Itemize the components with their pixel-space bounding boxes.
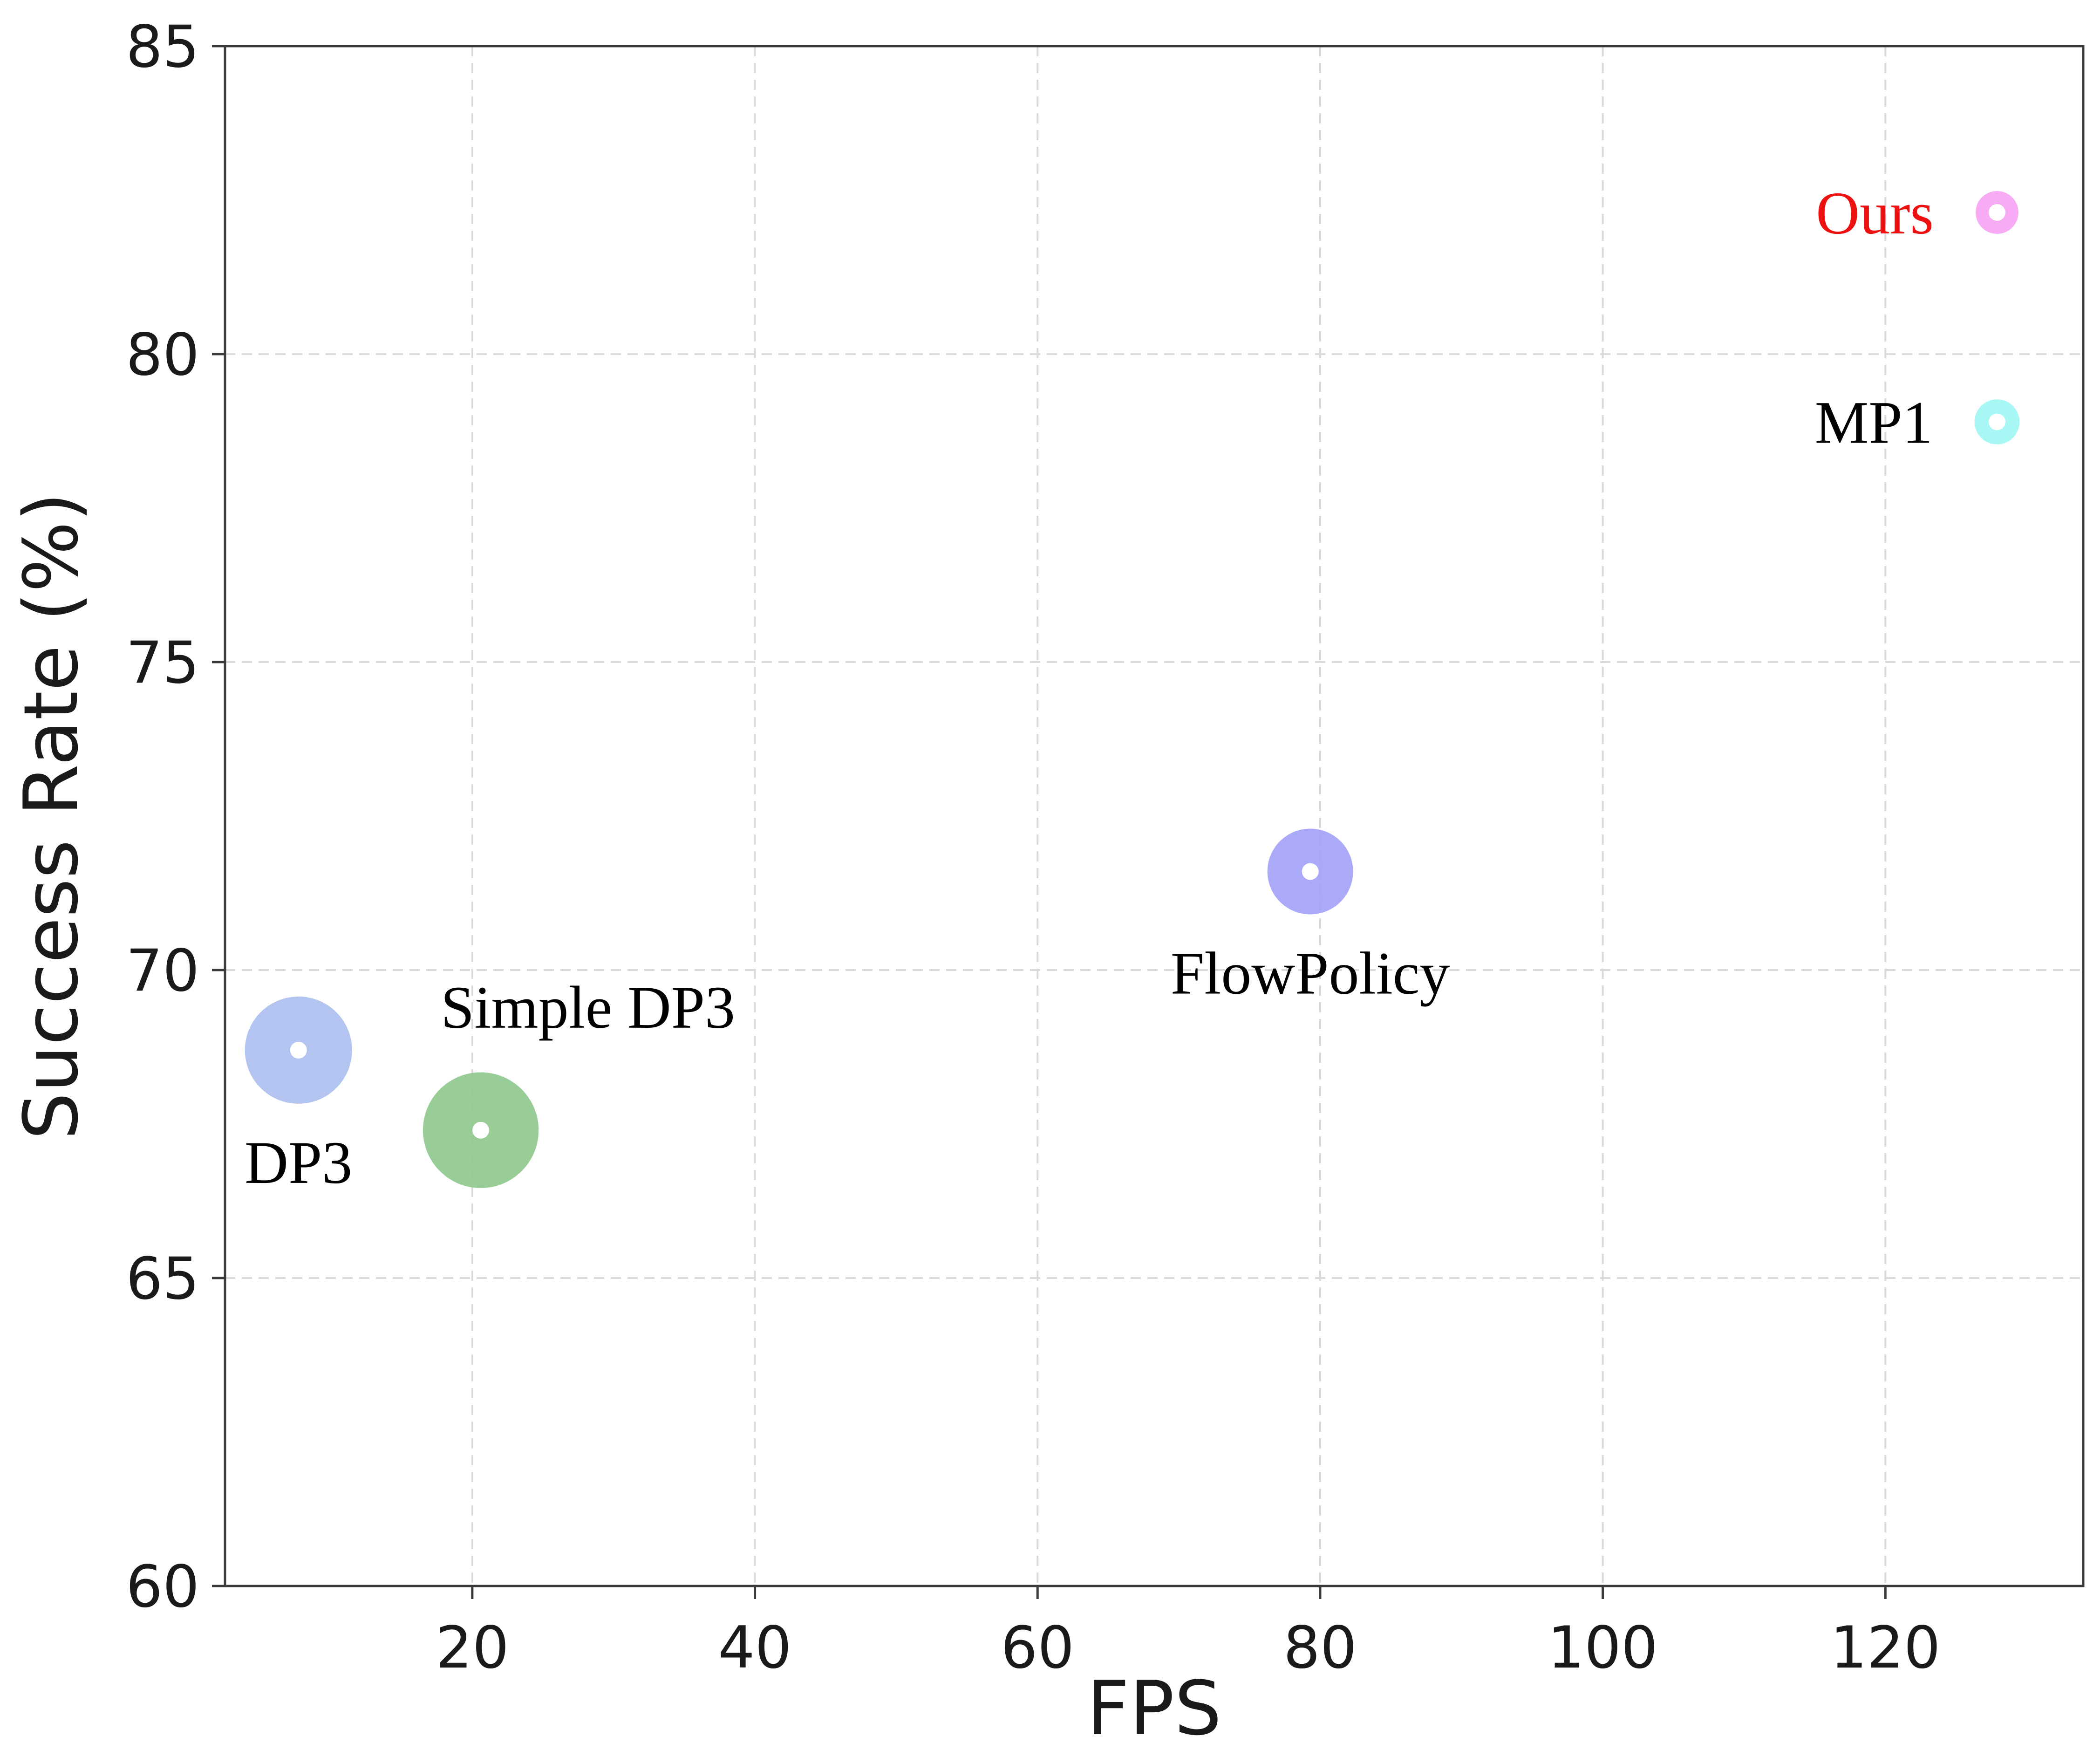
point-label: Simple DP3 (441, 974, 735, 1041)
data-point-center (1988, 413, 2005, 431)
point-label: Ours (1816, 180, 1934, 247)
y-tick-label: 70 (126, 937, 199, 1005)
data-points (245, 191, 2020, 1188)
x-tick-label: 60 (1001, 1614, 1074, 1682)
x-tick-label: 80 (1283, 1614, 1357, 1682)
data-point-center (290, 1041, 307, 1059)
x-axis-title: FPS (1086, 1665, 1221, 1750)
y-tick-label: 85 (126, 14, 199, 81)
x-tick-label: 120 (1830, 1614, 1941, 1682)
y-tick-label: 80 (126, 321, 199, 389)
point-label: DP3 (245, 1129, 352, 1196)
y-tick-label: 65 (126, 1245, 199, 1312)
x-tick-label: 20 (436, 1614, 509, 1682)
point-label: FlowPolicy (1171, 940, 1450, 1007)
y-axis-title: Success Rate (%) (7, 492, 95, 1140)
axis-ticks: 20 40 60 80 100 120 60 65 70 75 80 85 (126, 14, 1940, 1682)
x-tick-label: 100 (1548, 1614, 1658, 1682)
data-point-center (1988, 204, 2005, 221)
point-label: MP1 (1815, 389, 1933, 456)
plot-frame (224, 45, 2085, 1587)
x-tick-label: 40 (718, 1614, 792, 1682)
data-point-center (1302, 863, 1319, 880)
point-labels: DP3 Simple DP3 FlowPolicy MP1 Ours (245, 180, 1934, 1196)
grid-lines (225, 46, 2083, 1586)
y-tick-label: 60 (126, 1553, 199, 1620)
data-point-center (472, 1121, 490, 1139)
y-tick-label: 75 (126, 629, 199, 697)
